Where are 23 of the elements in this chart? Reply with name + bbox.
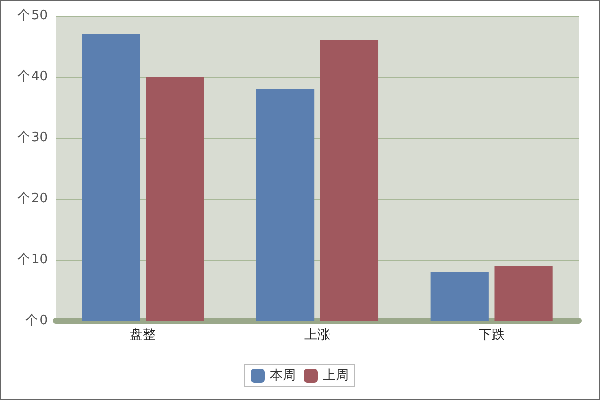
x-tick-label: 盘整 [130, 328, 156, 343]
bar [320, 40, 379, 321]
text: 个 [17, 252, 30, 268]
y-axis-title: 个 [26, 314, 39, 328]
text: 个 [17, 70, 30, 84]
bar [256, 89, 315, 321]
text: 个 [17, 8, 30, 24]
bar [82, 34, 140, 321]
y-tick-label: 10 [31, 252, 48, 268]
y-tick-label: 50 [31, 8, 48, 24]
bar [430, 272, 489, 321]
y-tick-label: 0 [40, 314, 48, 328]
x-tick-label: 上涨 [304, 328, 330, 343]
legend-label: 上周 [323, 368, 349, 384]
bar [494, 266, 553, 321]
text: 个 [17, 130, 30, 146]
y-tick-label: 40 [31, 70, 48, 84]
legend-label: 本周 [270, 368, 296, 384]
y-tick-label: 20 [31, 192, 48, 206]
bar [146, 77, 204, 321]
x-tick-label: 下跌 [478, 328, 505, 343]
y-tick-label: 30 [31, 130, 48, 146]
text: 个 [17, 192, 30, 206]
